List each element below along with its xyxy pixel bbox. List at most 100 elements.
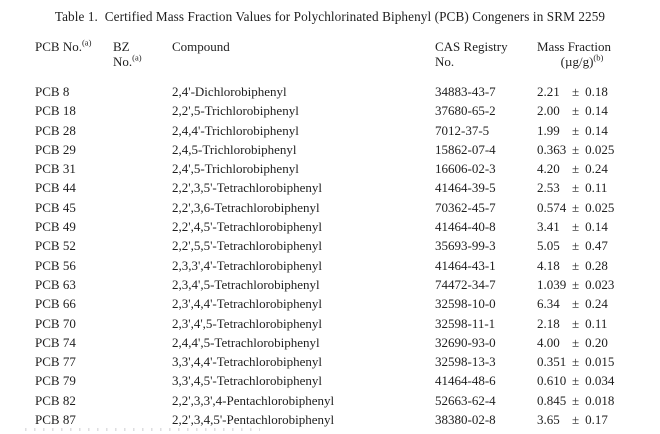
pcb-no-cell: PCB 44 [35,178,113,197]
cas-registry-cell: 37680-65-2 [435,101,537,120]
compound-name: 2,3,4',5-Tetrachlorobiphenyl [172,276,320,292]
plus-minus-sign: ± [572,238,580,254]
bz-header-line2: No. [113,53,133,69]
table-row: PCB 66 2,3',4,4'-Tetrachlorobiphenyl 325… [35,294,643,313]
compound-name: 2,4',5-Trichlorobiphenyl [172,161,299,177]
pcb-no-value: PCB 79 [35,373,76,389]
mass-fraction-cell: 4.18 ±0.28 [537,256,643,275]
pcb-no-value: PCB 18 [35,103,76,119]
pcb-no-cell: PCB 45 [35,198,113,217]
plus-minus-sign: ± [572,334,580,350]
plus-minus-sign: ± [572,354,580,370]
table-row: PCB 18 2,2',5-Trichlorobiphenyl 37680-65… [35,101,643,120]
table-row: PCB 44 2,2',3,5'-Tetrachlorobiphenyl 414… [35,178,643,197]
pcb-no-value: PCB 52 [35,238,76,254]
mass-fraction-cell: 2.00 ±0.14 [537,101,643,120]
table-row: PCB 63 2,3,4',5-Tetrachlorobiphenyl 7447… [35,275,643,294]
mass-fraction-uncertainty: 0.47 [585,238,608,254]
plus-minus-sign: ± [572,296,580,312]
mass-fraction-value: 2.18 [537,315,560,331]
mass-fraction-uncertainty: 0.24 [585,296,608,312]
superscript-b: (b) [593,52,604,63]
plus-minus-sign: ± [572,257,580,273]
mass-fraction-uncertainty: 0.015 [585,354,615,370]
mass-fraction-cell: 0.351 ±0.015 [537,352,643,371]
mass-fraction-value: 2.53 [537,180,560,196]
table-row: PCB 77 3,3',4,4'-Tetrachlorobiphenyl 325… [35,352,643,371]
compound-name: 2,4'-Dichlorobiphenyl [172,84,287,99]
mass-fraction-cell: 4.20 ±0.24 [537,159,643,178]
pcb-no-value: PCB 29 [35,141,76,157]
pcb-certified-values-table: PCB No.(a) BZ No.(a) Compound CAS Regist… [35,37,643,429]
pcb-no-value: PCB 56 [35,257,76,273]
mass-fraction-uncertainty: 0.11 [585,180,608,196]
pcb-no-cell: PCB 79 [35,371,113,390]
table-title: Table 1. Certified Mass Fraction Values … [54,9,606,24]
pcb-no-cell: PCB 63 [35,275,113,294]
pcb-no-value: PCB 70 [35,315,76,331]
mass-fraction-uncertainty: 0.24 [585,161,608,177]
plus-minus-sign: ± [572,180,580,196]
mass-fraction-cell: 3.65 ±0.17 [537,410,643,429]
mass-fraction-uncertainty: 0.17 [585,412,608,428]
mass-fraction-cell: 0.574 ±0.025 [537,198,643,217]
cas-registry-value: 7012-37-5 [435,122,490,138]
pcb-no-cell: PCB 52 [35,236,113,255]
table-body: PCB 8 2,4'-Dichlorobiphenyl 34883-43-7 2… [35,82,643,429]
cas-registry-cell: 32598-11-1 [435,314,537,333]
mass-fraction-value: 4.18 [537,257,560,273]
cas-registry-value: 52663-62-4 [435,392,496,408]
plus-minus-sign: ± [572,315,580,331]
pcb-no-value: PCB 87 [35,412,76,428]
column-header-bz-no: BZ No.(a) [113,39,172,69]
table-row: PCB 49 2,2',4,5'-Tetrachlorobiphenyl 414… [35,217,643,236]
cas-registry-value: 41464-40-8 [435,219,496,235]
compound-cell: 2,2',5,5'-Tetrachlorobiphenyl [172,236,435,255]
compound-cell: 2,4',5-Trichlorobiphenyl [172,159,435,178]
mass-fraction-cell: 2.18 ±0.11 [537,314,643,333]
cas-registry-value: 41464-48-6 [435,373,496,389]
pcb-no-value: PCB 31 [35,161,76,177]
plus-minus-sign: ± [572,199,580,215]
table-row: PCB 8 2,4'-Dichlorobiphenyl 34883-43-7 2… [35,82,643,101]
cas-registry-cell: 32598-10-0 [435,294,537,313]
cropped-footnote-fragment [25,428,260,431]
cas-registry-value: 15862-07-4 [435,141,496,157]
table-header-row: PCB No.(a) BZ No.(a) Compound CAS Regist… [35,37,643,70]
cas-registry-cell: 41464-40-8 [435,217,537,236]
table-row: PCB 31 2,4',5-Trichlorobiphenyl 16606-02… [35,159,643,178]
mass-fraction-uncertainty: 0.14 [585,122,608,138]
cas-registry-cell: 41464-39-5 [435,178,537,197]
superscript-a: (a) [81,37,92,48]
units-label: (µg/g) [560,53,594,69]
mass-fraction-value: 5.05 [537,238,560,254]
cas-registry-cell: 35693-99-3 [435,236,537,255]
plus-minus-sign: ± [572,392,580,408]
pcb-no-value: PCB 28 [35,122,76,138]
mass-fraction-value: 0.574 [537,199,567,215]
cas-registry-cell: 32690-93-0 [435,333,537,352]
table-row: PCB 28 2,4,4'-Trichlorobiphenyl 7012-37-… [35,121,643,140]
compound-name: 2,2',5-Trichlorobiphenyl [172,103,299,119]
pcb-no-value: PCB 44 [35,180,76,196]
table-row: PCB 45 2,2',3,6-Tetrachlorobiphenyl 7036… [35,198,643,217]
mass-fraction-uncertainty: 0.018 [585,392,615,408]
cas-registry-value: 34883-43-7 [435,84,496,99]
mass-fraction-header-units: (µg/g)(b) [537,52,627,70]
plus-minus-sign: ± [572,141,580,157]
mass-fraction-uncertainty: 0.025 [585,199,615,215]
pcb-no-cell: PCB 56 [35,256,113,275]
mass-fraction-value: 4.00 [537,334,560,350]
plus-minus-sign: ± [572,219,580,235]
compound-cell: 3,3',4,5'-Tetrachlorobiphenyl [172,371,435,390]
superscript-a: (a) [132,52,142,63]
cas-registry-cell: 38380-02-8 [435,410,537,429]
compound-name: 2,4,4',5-Tetrachlorobiphenyl [172,334,320,350]
pcb-no-value: PCB 8 [35,84,70,99]
compound-name: 3,3',4,4'-Tetrachlorobiphenyl [172,354,322,370]
mass-fraction-value: 3.41 [537,219,560,235]
pcb-no-cell: PCB 77 [35,352,113,371]
plus-minus-sign: ± [572,373,580,389]
mass-fraction-value: 0.845 [537,392,567,408]
mass-fraction-uncertainty: 0.14 [585,103,608,119]
